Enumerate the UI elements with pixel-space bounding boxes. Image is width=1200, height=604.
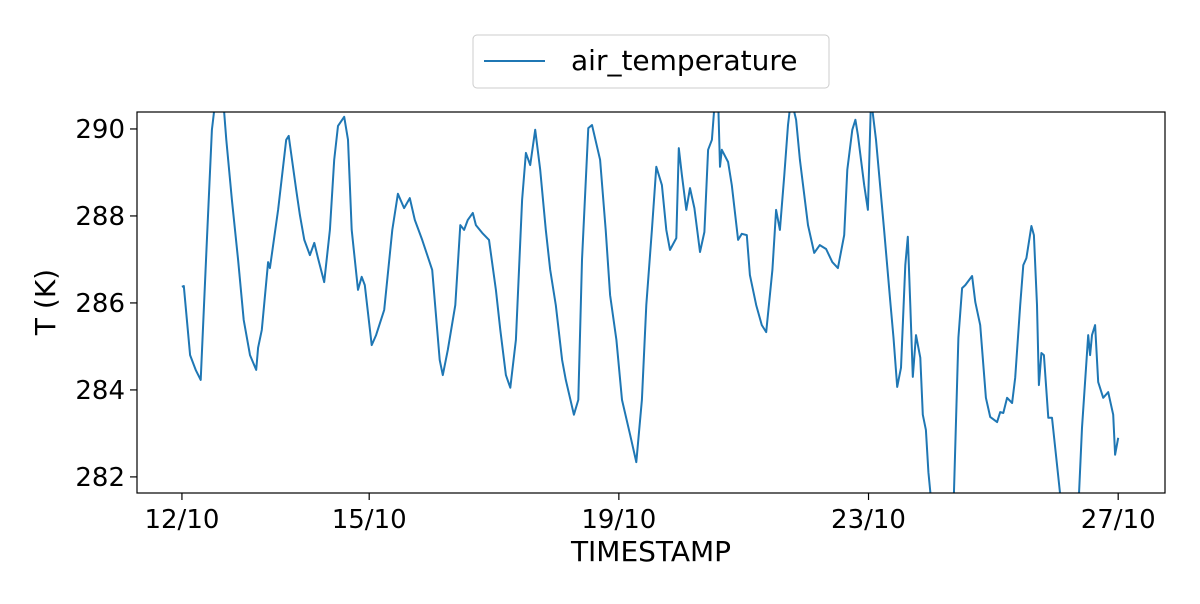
legend-label: air_temperature	[571, 44, 797, 77]
y-axis-label: T (K)	[29, 269, 62, 336]
y-tick-label: 286	[75, 289, 125, 319]
x-tick-label: 12/10	[144, 505, 219, 535]
y-tick-label: 284	[75, 376, 125, 406]
y-tick-label: 290	[75, 115, 125, 145]
y-tick-label: 288	[75, 202, 125, 232]
series-layer	[181, 112, 1120, 493]
x-axis-label: TIMESTAMP	[570, 535, 731, 568]
x-tick-label: 15/10	[332, 505, 407, 535]
y-axis: 282 284 286 288 290	[75, 115, 137, 493]
x-tick-label: 19/10	[581, 505, 656, 535]
legend-box	[472, 34, 830, 89]
legend: air_temperature	[472, 34, 830, 89]
x-axis: 12/10 15/10 19/10 23/10 27/10	[144, 493, 1156, 535]
x-tick-label: 23/10	[831, 505, 906, 535]
plot-area-frame	[136, 111, 1166, 494]
series-line-air_temperature	[181, 112, 1120, 493]
y-tick-label: 282	[75, 463, 125, 493]
x-tick-label: 27/10	[1081, 505, 1156, 535]
